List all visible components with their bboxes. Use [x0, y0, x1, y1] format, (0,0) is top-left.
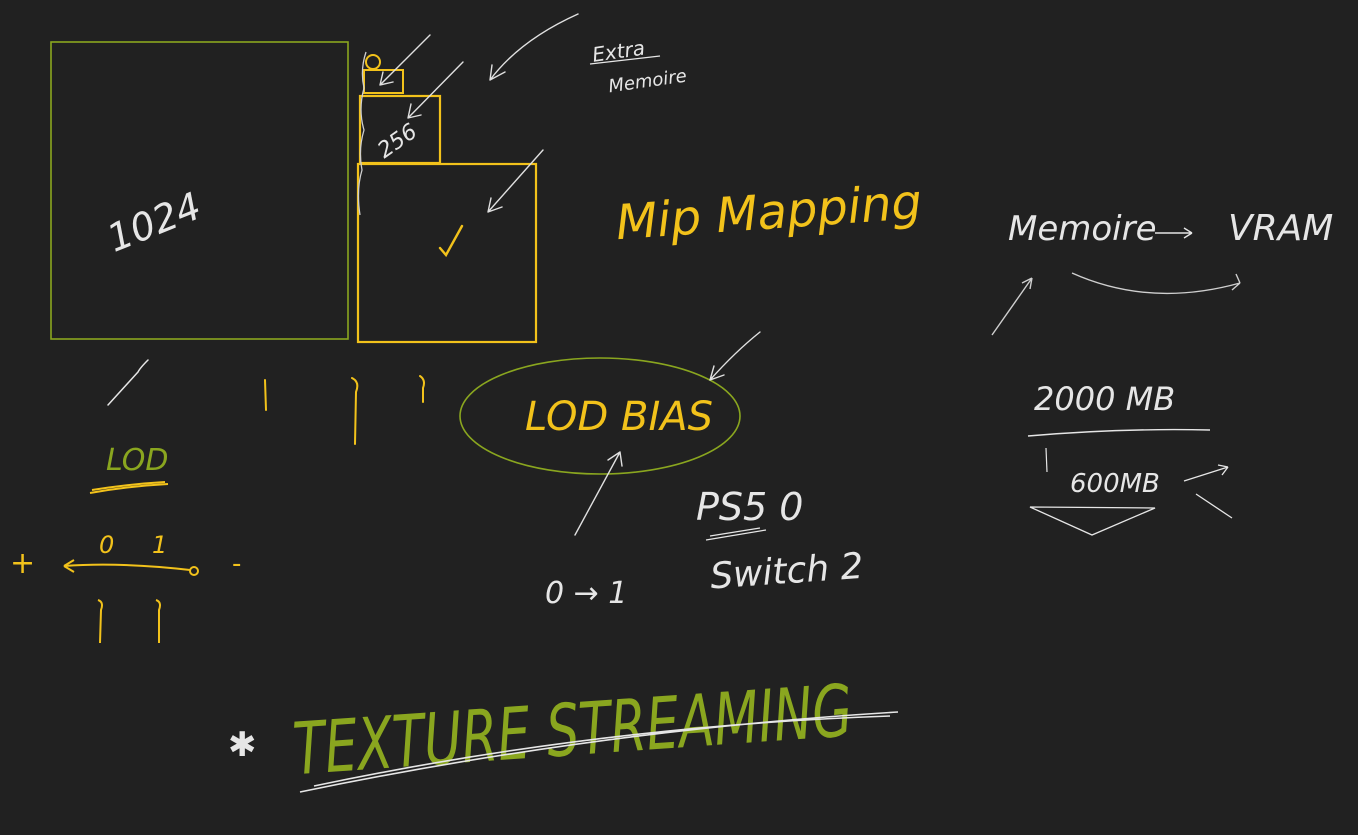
memoire-to-vram-arrow	[1155, 227, 1193, 239]
divider-tick	[1045, 447, 1048, 473]
mip-level-0-box	[50, 41, 349, 340]
checkmark-icon	[438, 224, 464, 258]
title-mip-mapping: Mip Mapping	[614, 174, 924, 251]
ps5-underline	[705, 527, 767, 541]
size-arrows	[1183, 464, 1233, 519]
mip-side-squiggle	[357, 51, 367, 216]
label-600mb: 600MB	[1070, 469, 1160, 499]
memoire-side-arrow	[991, 277, 1033, 336]
label-minus: -	[232, 549, 241, 579]
lod-bias-ellipse	[459, 357, 741, 475]
mip-arrows	[379, 13, 579, 213]
extra-underline	[589, 55, 661, 65]
mip-level-3-box	[363, 69, 404, 94]
label-2000mb: 2000 MB	[1034, 380, 1175, 418]
label-ps5: PS5 0	[696, 485, 803, 529]
lod-bias-arrow-bottom	[574, 451, 623, 536]
lod-scale-line	[63, 563, 191, 571]
label-lod-bias: LOD BIAS	[525, 394, 713, 440]
mip-level-1-box	[356, 162, 538, 344]
lod-index-marks	[107, 359, 425, 445]
memoire-vram-curve-arrow	[1071, 272, 1241, 295]
title-texture-streaming: TEXTURE STREAMING	[290, 668, 854, 791]
star-icon: ✱	[228, 725, 257, 765]
label-memoire-small: Memoire	[607, 66, 688, 98]
lod-scale-end-dot	[189, 566, 199, 576]
texture-streaming-underline	[299, 711, 899, 793]
label-memoire: Memoire	[1008, 209, 1157, 249]
label-switch: Switch 2	[709, 546, 865, 598]
label-extra: Extra	[591, 36, 647, 67]
divider-line	[1027, 428, 1211, 437]
label-one-scale: 1	[152, 531, 167, 559]
label-1024: 1024	[101, 184, 207, 261]
funnel-triangle	[1029, 506, 1156, 536]
label-zero-scale: 0	[99, 531, 114, 559]
lod-bias-arrow-top	[709, 331, 761, 381]
lod-underline	[89, 481, 169, 494]
label-zero-to-one: 0 → 1	[545, 576, 627, 611]
lod-scale-arrow-left	[63, 559, 75, 573]
mip-level-4-circle	[365, 54, 381, 70]
mip-level-2-box	[358, 94, 442, 165]
label-lod: LOD	[106, 443, 169, 478]
label-plus: +	[10, 546, 35, 581]
label-256: 256	[373, 119, 422, 164]
lod-scale-ticks	[97, 599, 161, 644]
label-vram: VRAM	[1228, 208, 1333, 249]
